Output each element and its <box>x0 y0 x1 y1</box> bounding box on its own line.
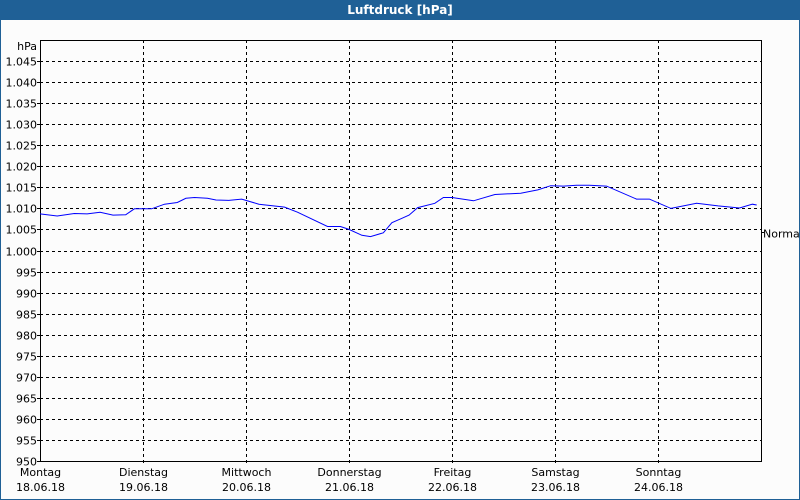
x-tick-day: Donnerstag <box>317 466 381 479</box>
y-tick-label: 1.030 <box>6 119 38 132</box>
y-tick-label: 970 <box>16 372 37 385</box>
x-tick-date: 21.06.18 <box>325 481 374 494</box>
y-tick-label: 1.015 <box>6 182 38 195</box>
y-tick-label: 1.000 <box>6 246 38 259</box>
y-tick-label: 1.045 <box>6 56 38 69</box>
y-tick-label: 1.040 <box>6 77 38 90</box>
window-title: Luftdruck [hPa] <box>1 0 799 20</box>
y-tick-label: 960 <box>16 414 37 427</box>
plot-frame <box>40 40 762 462</box>
x-tick-day: Samstag <box>531 466 579 479</box>
y-tick-label: 1.025 <box>6 140 38 153</box>
x-tick-day: Mittwoch <box>222 466 272 479</box>
y-tick-label: 965 <box>16 393 37 406</box>
normal-label: Normal <box>763 228 800 241</box>
x-tick-day: Freitag <box>434 466 472 479</box>
x-tick-date: 19.06.18 <box>119 481 168 494</box>
y-tick-label: 995 <box>16 267 37 280</box>
pressure-line <box>39 184 757 238</box>
y-tick-label: 950 <box>16 456 37 469</box>
y-tick-label: 1.005 <box>6 224 38 237</box>
y-tick-label: 1.020 <box>6 161 38 174</box>
y-axis-unit: hPa <box>17 40 37 53</box>
y-tick-label: 1.035 <box>6 98 38 111</box>
y-tick-label: 985 <box>16 309 37 322</box>
x-tick-date: 24.06.18 <box>634 481 683 494</box>
y-tick-label: 975 <box>16 351 37 364</box>
x-tick-date: 18.06.18 <box>16 481 65 494</box>
y-tick-label: 955 <box>16 435 37 448</box>
x-tick-date: 23.06.18 <box>531 481 580 494</box>
x-tick-day: Montag <box>20 466 61 479</box>
x-tick-day: Sonntag <box>636 466 682 479</box>
x-tick-date: 22.06.18 <box>428 481 477 494</box>
y-tick-label: 980 <box>16 330 37 343</box>
y-tick-label: 990 <box>16 288 37 301</box>
y-tick-label: 1.010 <box>6 203 38 216</box>
x-tick-date: 20.06.18 <box>222 481 271 494</box>
x-tick-day: Dienstag <box>119 466 168 479</box>
